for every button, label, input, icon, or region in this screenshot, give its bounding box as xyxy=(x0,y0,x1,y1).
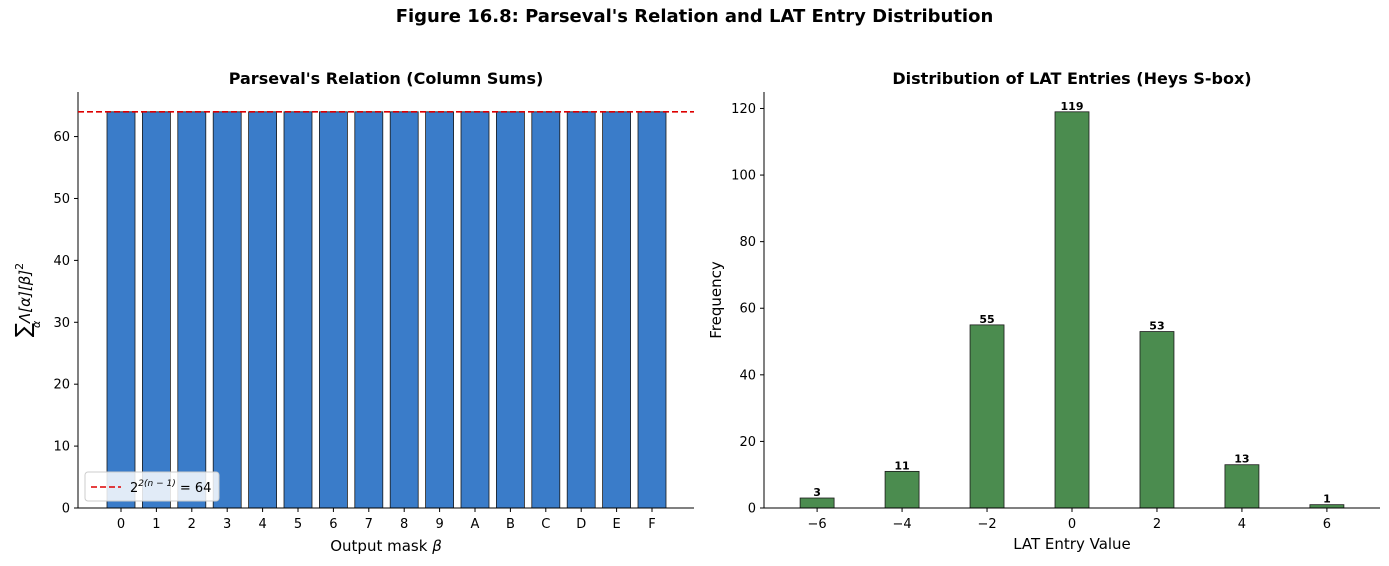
bar-4 xyxy=(248,111,278,509)
bar-C xyxy=(531,111,561,509)
bar-D xyxy=(566,111,596,509)
x-tick-label-A: A xyxy=(471,517,480,532)
x-tick-label-4: 4 xyxy=(1238,517,1246,532)
parseval-panel: Parseval's Relation (Column Sums) 010203… xyxy=(11,69,694,555)
y-tick-label-120: 120 xyxy=(731,102,756,117)
panel1-legend: 22(n − 1) = 64 xyxy=(84,471,220,502)
x-tick-label-−4: −4 xyxy=(892,517,911,532)
bar-3 xyxy=(212,111,242,509)
bar-F xyxy=(637,111,667,509)
panel2-y-ticks: 0 20 40 60 80 100 120 xyxy=(731,102,764,517)
bar-2 xyxy=(1139,331,1175,509)
svg-text:∑Λ[α][β]2: ∑Λ[α][β]2 xyxy=(11,263,35,337)
bar-B xyxy=(495,111,525,509)
data-label-−4: 11 xyxy=(894,459,909,472)
x-tick-label-F: F xyxy=(648,517,655,532)
x-tick-label-2: 2 xyxy=(1153,517,1161,532)
y-tick-label-100: 100 xyxy=(731,169,756,184)
x-tick-label-1: 1 xyxy=(152,517,160,532)
x-tick-label-C: C xyxy=(541,517,550,532)
bar-−2 xyxy=(969,324,1005,509)
x-tick-label-2: 2 xyxy=(188,517,196,532)
panel1-y-ticks: 0 10 20 30 40 50 60 xyxy=(53,130,78,517)
bar-9 xyxy=(425,111,455,509)
x-tick-label-6: 6 xyxy=(1323,517,1331,532)
bar-4 xyxy=(1224,464,1260,509)
y-tick-label-0: 0 xyxy=(62,502,70,517)
y-tick-label-80: 80 xyxy=(739,235,756,250)
bar-5 xyxy=(283,111,313,509)
data-label-−2: 55 xyxy=(979,313,994,326)
y-tick-label-30: 30 xyxy=(53,316,70,331)
panel1-title: Parseval's Relation (Column Sums) xyxy=(229,69,544,88)
panel1-bars xyxy=(106,111,667,509)
svg-text:α: α xyxy=(30,320,43,328)
x-tick-label-0: 0 xyxy=(1068,517,1076,532)
x-tick-label-9: 9 xyxy=(435,517,443,532)
panel2-title: Distribution of LAT Entries (Heys S-box) xyxy=(892,69,1251,88)
bar-0 xyxy=(106,111,136,509)
x-tick-label-−6: −6 xyxy=(808,517,827,532)
y-tick-label-60: 60 xyxy=(739,302,756,317)
panel1-x-ticks: 0 1 2 3 4 5 6 7 8 9 A B C D E F xyxy=(117,508,656,532)
data-label-2: 53 xyxy=(1149,320,1164,333)
panel2-data-labels: 3 11 55 119 53 13 1 xyxy=(813,100,1330,506)
y-tick-label-60: 60 xyxy=(53,130,70,145)
panel2-x-label: LAT Entry Value xyxy=(1013,535,1131,553)
data-label-−6: 3 xyxy=(813,486,821,499)
bar-1 xyxy=(141,111,171,509)
bar-E xyxy=(602,111,631,509)
data-label-0: 119 xyxy=(1061,100,1084,113)
bar-6 xyxy=(318,111,348,509)
y-tick-label-20: 20 xyxy=(53,378,70,393)
figure-title: Figure 16.8: Parseval's Relation and LAT… xyxy=(395,6,994,27)
bar-A xyxy=(460,111,490,509)
y-tick-label-50: 50 xyxy=(53,192,70,207)
data-label-6: 1 xyxy=(1323,493,1331,506)
bar-0 xyxy=(1054,111,1090,509)
panel2-x-ticks: −6 −4 −2 0 2 4 6 xyxy=(808,508,1331,532)
y-tick-label-40: 40 xyxy=(739,368,756,383)
panel2-bars xyxy=(799,111,1345,509)
bar-−4 xyxy=(884,470,920,509)
x-tick-label-4: 4 xyxy=(258,517,266,532)
x-tick-label-6: 6 xyxy=(329,517,337,532)
bar-−6 xyxy=(799,497,835,509)
data-label-4: 13 xyxy=(1234,453,1249,466)
x-tick-label-−2: −2 xyxy=(977,517,996,532)
x-tick-label-0: 0 xyxy=(117,517,125,532)
y-tick-label-40: 40 xyxy=(53,254,70,269)
lat-distribution-panel: Distribution of LAT Entries (Heys S-box)… xyxy=(707,69,1380,553)
y-tick-label-10: 10 xyxy=(53,440,70,455)
y-tick-label-0: 0 xyxy=(748,502,756,517)
bar-8 xyxy=(389,111,419,509)
panel1-x-label: Output mask β xyxy=(330,537,442,555)
bar-2 xyxy=(177,111,207,509)
x-tick-label-E: E xyxy=(612,517,620,532)
x-tick-label-5: 5 xyxy=(294,517,302,532)
panel1-y-label: ∑Λ[α][β]2 α xyxy=(11,263,43,337)
panel2-y-label: Frequency xyxy=(707,261,725,339)
x-tick-label-D: D xyxy=(576,517,586,532)
bar-7 xyxy=(354,111,384,509)
x-tick-label-B: B xyxy=(506,517,515,532)
x-tick-label-7: 7 xyxy=(365,517,373,532)
x-tick-label-3: 3 xyxy=(223,517,231,532)
x-tick-label-8: 8 xyxy=(400,517,408,532)
legend-label: 22(n − 1) = 64 xyxy=(130,479,211,496)
y-tick-label-20: 20 xyxy=(739,435,756,450)
